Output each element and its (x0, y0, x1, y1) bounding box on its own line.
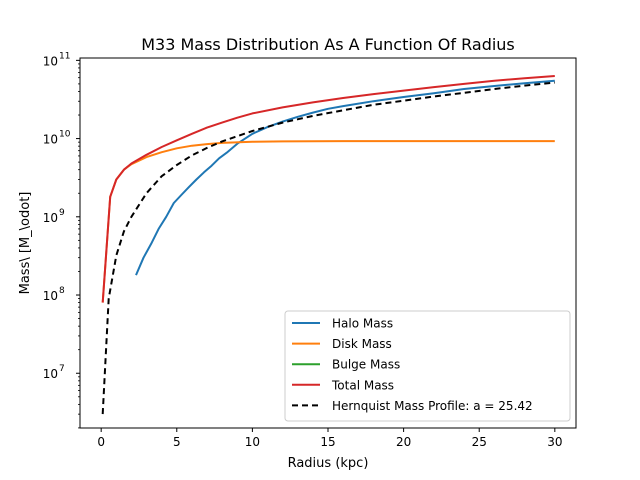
x-tick-label: 5 (173, 435, 181, 449)
y-tick-label-exponent: 9 (59, 208, 65, 218)
x-axis-ticks: 0 5 10 15 20 25 30 (97, 428, 562, 449)
y-tick-label-exponent: 8 (59, 286, 65, 296)
legend: Halo Mass Disk Mass Bulge Mass Total Mass He… (284, 310, 571, 422)
legend-label-0: Halo Mass (332, 317, 393, 331)
x-tick-label: 0 (97, 435, 105, 449)
x-tick-label: 25 (472, 435, 487, 449)
y-tick-label: 10 (43, 367, 58, 381)
y-tick-label: 10 (43, 211, 58, 225)
legend-box (284, 310, 571, 422)
y-tick-label-exponent: 10 (59, 130, 71, 140)
y-tick-label: 10 (43, 54, 58, 68)
x-axis-label: Radius (kpc) (288, 456, 369, 471)
plot-area (101, 75, 555, 415)
chart-title: M33 Mass Distribution As A Function Of R… (141, 35, 515, 54)
x-tick-label: 10 (245, 435, 260, 449)
x-tick-label: 30 (547, 435, 562, 449)
y-tick-label-exponent: 11 (59, 51, 70, 61)
x-tick-label: 20 (396, 435, 411, 449)
y-tick-label-exponent: 7 (59, 364, 65, 374)
legend-label-3: Total Mass (331, 378, 394, 392)
legend-label-4: Hernquist Mass Profile: a = 25.42 (332, 399, 533, 413)
y-axis-label: Mass\ [M_\odot] (18, 192, 33, 295)
legend-label-1: Disk Mass (332, 337, 392, 351)
y-tick-label: 10 (43, 133, 58, 147)
y-tick-label: 10 (43, 289, 58, 303)
series-line-0 (135, 79, 555, 276)
series-line-3 (101, 75, 555, 303)
x-tick-label: 15 (320, 435, 335, 449)
legend-label-2: Bulge Mass (332, 358, 400, 372)
series-line-4 (101, 81, 555, 415)
